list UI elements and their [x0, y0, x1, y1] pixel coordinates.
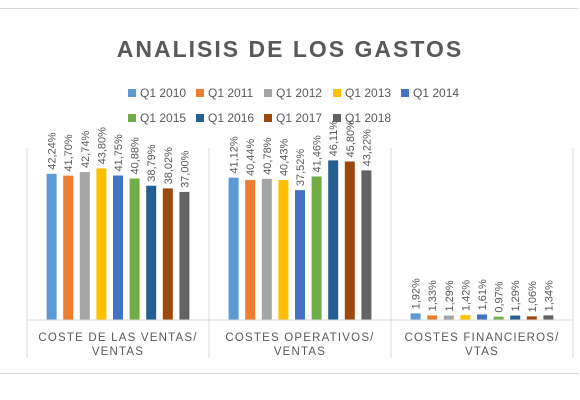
data-label-q1-2010-cat1: 42,24%: [47, 132, 59, 170]
bar-q1-2017-cat3: [526, 316, 537, 320]
data-label-q1-2016-cat3: 1,29%: [510, 280, 522, 311]
data-label-q1-2017-cat2: 45,80%: [345, 120, 357, 158]
data-label-q1-2017-cat3: 1,06%: [527, 281, 539, 312]
legend-label-q1-2015: Q1 2015: [140, 111, 186, 125]
chart-frame: [0, 8, 579, 374]
legend-label-q1-2011: Q1 2011: [208, 86, 253, 100]
legend: Q1 2010 Q1 2011 Q1 2012 Q1 2013 Q1 2014 Q1 20…: [128, 86, 459, 125]
data-label-q1-2017-cat1: 38,02%: [163, 147, 175, 185]
bar-q1-2018-cat2: [361, 170, 372, 320]
category-label-1-line1: COSTE DE LAS VENTAS/: [38, 332, 197, 344]
bar-q1-2016-cat3: [510, 315, 521, 320]
category-label-1-line2: VENTAS: [92, 346, 144, 358]
bar-q1-2010-cat2: [228, 177, 239, 320]
data-label-q1-2016-cat2: 46,11%: [328, 120, 340, 157]
bar-q1-2013-cat1: [96, 168, 107, 320]
data-label-q1-2018-cat2: 43,22%: [361, 129, 373, 167]
legend-item-q1-2011: Q1 2011: [196, 86, 253, 100]
data-labels: 42,24% 41,70% 42,74% 43,80% 41,75% 40,88% 38,7…: [47, 120, 556, 313]
data-label-q1-2013-cat3: 1,42%: [460, 280, 472, 311]
legend-label-q1-2012: Q1 2012: [276, 86, 322, 100]
bar-q1-2016-cat1: [146, 185, 157, 320]
legend-label-q1-2016: Q1 2016: [208, 111, 254, 125]
data-label-q1-2015-cat1: 40,88%: [130, 137, 142, 175]
category-separators: [26, 148, 574, 358]
data-label-q1-2011-cat1: 41,70%: [63, 134, 75, 172]
legend-item-q1-2017: Q1 2017: [264, 111, 322, 125]
data-label-q1-2012-cat2: 40,78%: [262, 137, 274, 175]
legend-swatch-q1-2017: [264, 114, 272, 122]
bar-q1-2015-cat2: [311, 176, 322, 320]
data-label-q1-2014-cat1: 41,75%: [113, 134, 125, 172]
data-label-q1-2014-cat2: 37,52%: [295, 149, 307, 187]
bar-q1-2014-cat2: [295, 190, 305, 320]
category-label-3-line2: VTAS: [465, 346, 499, 358]
category-label-2-line1: COSTES OPERATIVOS/: [225, 332, 374, 344]
bar-q1-2018-cat3: [543, 315, 554, 320]
data-label-q1-2011-cat3: 1,33%: [427, 280, 439, 311]
bar-q1-2012-cat1: [79, 172, 90, 320]
category-labels: COSTE DE LAS VENTAS/VENTAS COSTES OPERATI…: [38, 332, 559, 358]
data-label-q1-2016-cat1: 38,79%: [146, 144, 158, 182]
legend-swatch-q1-2011: [196, 89, 204, 97]
legend-swatch-q1-2016: [196, 114, 204, 122]
data-label-q1-2014-cat3: 1,61%: [477, 279, 489, 310]
bar-q1-2011-cat3: [427, 315, 438, 320]
legend-swatch-q1-2012: [264, 89, 272, 97]
bar-q1-2013-cat2: [278, 180, 289, 320]
legend-item-q1-2013: Q1 2013: [333, 86, 391, 100]
chart-title: ANALISIS DE LOS GASTOS: [116, 36, 464, 62]
bars: [46, 160, 554, 320]
legend-swatch-q1-2015: [128, 114, 136, 122]
data-label-q1-2013-cat1: 43,80%: [96, 127, 108, 165]
bar-q1-2010-cat3: [410, 313, 421, 320]
legend-swatch-q1-2013: [333, 89, 341, 97]
bar-q1-2015-cat3: [493, 316, 504, 320]
bar-q1-2011-cat1: [63, 175, 74, 320]
data-label-q1-2015-cat3: 0,97%: [494, 281, 506, 312]
legend-item-q1-2016: Q1 2016: [196, 111, 254, 125]
data-label-q1-2018-cat1: 37,00%: [179, 150, 191, 188]
legend-label-q1-2017: Q1 2017: [276, 111, 322, 125]
data-label-q1-2013-cat2: 40,43%: [278, 139, 290, 177]
bar-q1-2013-cat3: [460, 315, 471, 320]
bar-q1-2011-cat2: [245, 180, 256, 320]
bar-q1-2012-cat2: [261, 178, 272, 320]
bar-q1-2017-cat2: [344, 161, 355, 320]
legend-label-q1-2010: Q1 2010: [140, 86, 186, 100]
data-label-q1-2010-cat3: 1,92%: [411, 278, 423, 309]
legend-item-q1-2010: Q1 2010: [128, 86, 186, 100]
legend-swatch-q1-2014: [401, 89, 409, 97]
legend-label-q1-2018: Q1 2018: [345, 111, 391, 125]
bar-q1-2014-cat1: [113, 175, 123, 320]
data-label-q1-2011-cat2: 40,44%: [245, 138, 257, 176]
legend-item-q1-2012: Q1 2012: [264, 86, 322, 100]
legend-item-q1-2015: Q1 2015: [128, 111, 186, 125]
data-label-q1-2012-cat3: 1,29%: [444, 280, 456, 311]
legend-item-q1-2014: Q1 2014: [401, 86, 459, 100]
legend-label-q1-2013: Q1 2013: [345, 86, 391, 100]
bar-q1-2016-cat2: [328, 160, 339, 320]
data-label-q1-2018-cat3: 1,34%: [543, 280, 555, 311]
legend-swatch-q1-2018: [333, 114, 341, 122]
bar-q1-2017-cat1: [162, 188, 173, 320]
category-label-2-line2: VENTAS: [274, 346, 326, 358]
bar-q1-2018-cat1: [179, 191, 190, 320]
data-label-q1-2010-cat2: 41,12%: [229, 136, 241, 174]
bar-q1-2014-cat3: [477, 314, 487, 320]
bar-q1-2015-cat1: [129, 178, 140, 320]
legend-item-q1-2018: Q1 2018: [333, 111, 391, 125]
legend-swatch-q1-2010: [128, 89, 136, 97]
data-label-q1-2012-cat1: 42,74%: [80, 131, 92, 169]
bar-q1-2010-cat1: [46, 173, 57, 320]
legend-label-q1-2014: Q1 2014: [413, 86, 459, 100]
data-label-q1-2015-cat2: 41,46%: [312, 135, 324, 173]
category-label-3-line1: COSTES FINANCIEROS/: [404, 332, 559, 344]
bar-q1-2012-cat3: [443, 315, 454, 320]
